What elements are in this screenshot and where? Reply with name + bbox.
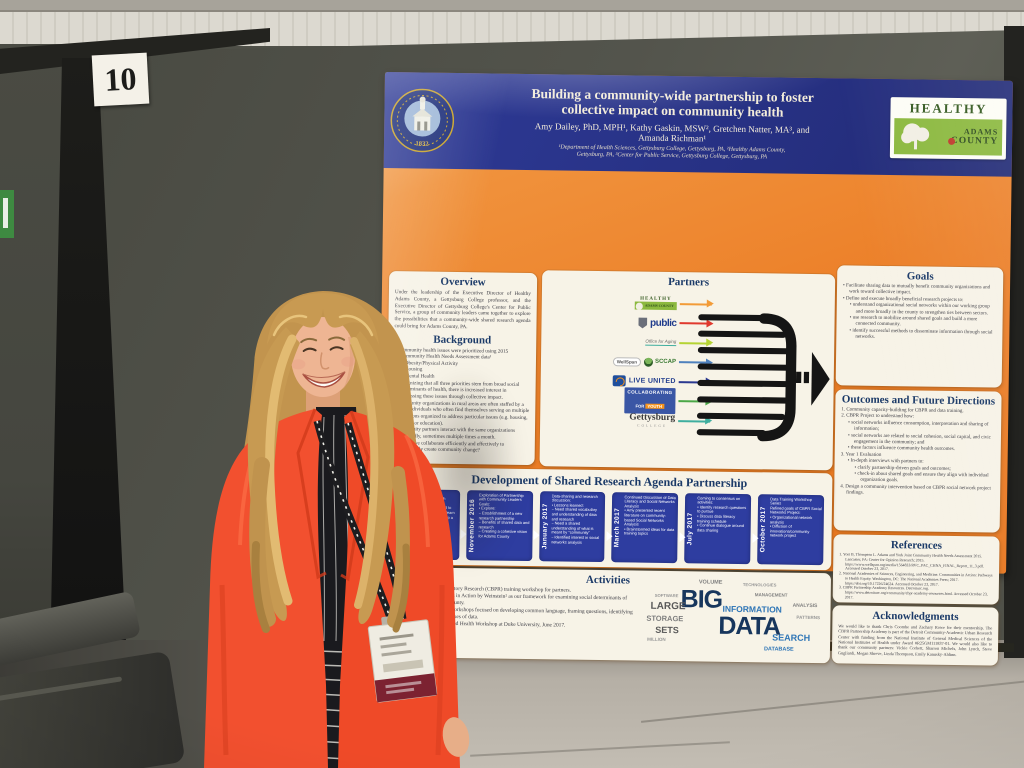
aisle-sign-fragment <box>0 190 14 238</box>
united-way-icon <box>612 375 626 387</box>
partner-row-healthy-adams: HEALTHY ADAMS COUNTY <box>550 292 712 314</box>
goals-line: • identify successful methods to dissemi… <box>849 328 993 340</box>
references-panel: References 1. Yost B, Thompson L. Adams … <box>832 534 1000 605</box>
milestone-date: January 2017 <box>541 503 549 550</box>
cloud-word: DATA <box>718 611 781 641</box>
cloud-word: LARGE <box>650 600 686 613</box>
board-number: 10 <box>103 60 138 98</box>
eye-right <box>329 346 344 351</box>
logo-county-text: COUNTY <box>940 136 1002 147</box>
milestone-text: Data Training Workshop Series Refined go… <box>769 496 822 539</box>
cloud-word: ANALYSIS <box>792 602 818 610</box>
gettysburg-college-seal-icon: 1832 <box>390 88 455 153</box>
milestone-date: October 2017 <box>759 506 768 553</box>
cloud-word: SETS <box>655 624 679 636</box>
cloud-word: INFORMATION <box>722 603 782 615</box>
outcomes-heading: Outcomes and Future Directions <box>841 393 996 408</box>
references-heading: References <box>890 539 943 552</box>
goals-heading: Goals <box>906 270 934 283</box>
tree-icon <box>901 122 930 149</box>
acknowledgments-panel: Acknowledgments We would like to thank C… <box>831 605 999 666</box>
sccap-logo: SCCAP <box>643 357 676 367</box>
healthy-adams-county-logo: HEALTHY ADAMS COUNTY <box>889 96 1007 160</box>
timeline-milestone: March 2017 Continued Discussion of Data L… <box>611 492 679 564</box>
eye-left <box>302 347 317 353</box>
college-crest-icon <box>638 317 647 328</box>
reference-line: 3. CBPR Partnership Academy Resources. D… <box>838 585 988 600</box>
partner-row-sccap: WellSpan SCCAP <box>549 351 711 373</box>
reference-line: 1. Yost B, Thompson L. Adams and York Jo… <box>839 552 984 572</box>
partner-logo-list: HEALTHY ADAMS COUNTY public Office for A… <box>548 292 712 431</box>
cloud-word: TECHNOLOGIES <box>742 582 777 588</box>
wall-top-strip <box>0 0 1024 12</box>
smile <box>302 371 346 388</box>
logo-green-box: ADAMS COUNTY <box>893 117 1003 156</box>
poster-body: Overview Under the leadership of the Exe… <box>378 168 1011 666</box>
outcomes-panel: Outcomes and Future Directions 1. Commun… <box>833 389 1002 533</box>
cloud-word: MILLION <box>647 636 666 642</box>
public-service-logo: public <box>649 317 677 329</box>
cloud-word: BIG <box>680 585 723 614</box>
collaborating-for-youth-logo: COLLABORATING FOR YOUTH <box>624 387 676 415</box>
milestone-date: March 2017 <box>613 507 622 548</box>
funnel-arrow-graphic <box>696 313 830 442</box>
partners-panel: Partners HEALTHY ADAMS COUNTY public <box>539 270 836 471</box>
lapel-left <box>296 408 327 580</box>
partner-row-public-service: public <box>549 312 712 334</box>
poster-title-block: Building a community-wide partnership to… <box>460 85 885 164</box>
partner-row-collaborating-for-youth: COLLABORATING FOR YOUTH <box>548 387 711 415</box>
cloud-word: VOLUME <box>698 579 723 586</box>
milestone-text: Data-sharing and research discussion: • … <box>551 493 600 545</box>
milestone-text: Continued Discussion of Data Literacy an… <box>624 494 676 537</box>
hand <box>442 717 470 757</box>
tree-circle-icon <box>643 357 654 367</box>
wellspan-logo: WellSpan <box>612 356 642 367</box>
poster-authors: Amy Dailey, PhD, MPH¹, Kathy Gaskin, MSW… <box>534 120 810 144</box>
office-for-aging-logo: Office for Aging <box>645 338 677 347</box>
partners-heading: Partners <box>668 275 710 289</box>
live-united-logo: LIVE UNITED <box>628 377 676 386</box>
cloud-word: PATTERNS <box>796 614 821 621</box>
board-number-card: 10 <box>91 52 150 107</box>
cloud-word: MANAGEMENT <box>754 592 788 598</box>
hair-top <box>267 293 379 345</box>
acknowledgments-heading: Acknowledgments <box>872 609 959 624</box>
research-poster: 1832 Building a community-wide partnersh… <box>378 72 1013 666</box>
milestone-date: July 2017 <box>686 511 695 545</box>
cloud-word: SOFTWARE <box>654 592 679 599</box>
cloud-word: SEARCH <box>772 632 811 643</box>
lapel-right <box>340 410 370 582</box>
poster-title: Building a community-wide partnership to… <box>531 85 814 120</box>
logo-healthy-text: HEALTHY <box>909 99 988 116</box>
seal-year: 1832 <box>415 140 428 147</box>
face-features <box>291 336 356 388</box>
cloud-word: DATABASE <box>763 646 794 653</box>
milestone-text: Coming to consensus on activities: • Ide… <box>696 495 747 533</box>
poster-header: 1832 Building a community-wide partnersh… <box>383 72 1013 177</box>
big-data-word-cloud: BIG DATA INFORMATION LARGE STORAGE SETS … <box>646 579 823 657</box>
partner-row-gettysburg: Gettysburg COLLEGE <box>548 409 711 431</box>
goals-panel: Goals • Facilitate sharing data to mutua… <box>835 265 1004 388</box>
acknowledgments-text: We would like to thank Chris Coombe and … <box>837 623 993 657</box>
gettysburg-college-logo: Gettysburg COLLEGE <box>629 412 676 428</box>
outcomes-line: 4. Design a community intervention based… <box>840 484 991 496</box>
healthy-adams-mini-logo: HEALTHY ADAMS COUNTY <box>634 297 677 311</box>
partner-row-office-for-aging: Office for Aging <box>549 331 712 353</box>
timeline-milestone: July 2017 Coming to consensus on activiti… <box>684 493 752 565</box>
presenter-person <box>204 291 470 768</box>
cloud-word: STORAGE <box>646 613 684 624</box>
timeline-milestone: January 2017 Data-sharing and research di… <box>538 491 606 563</box>
name-badge <box>367 615 438 703</box>
timeline-milestone: October 2017 Data Training Workshop Serie… <box>757 494 825 566</box>
